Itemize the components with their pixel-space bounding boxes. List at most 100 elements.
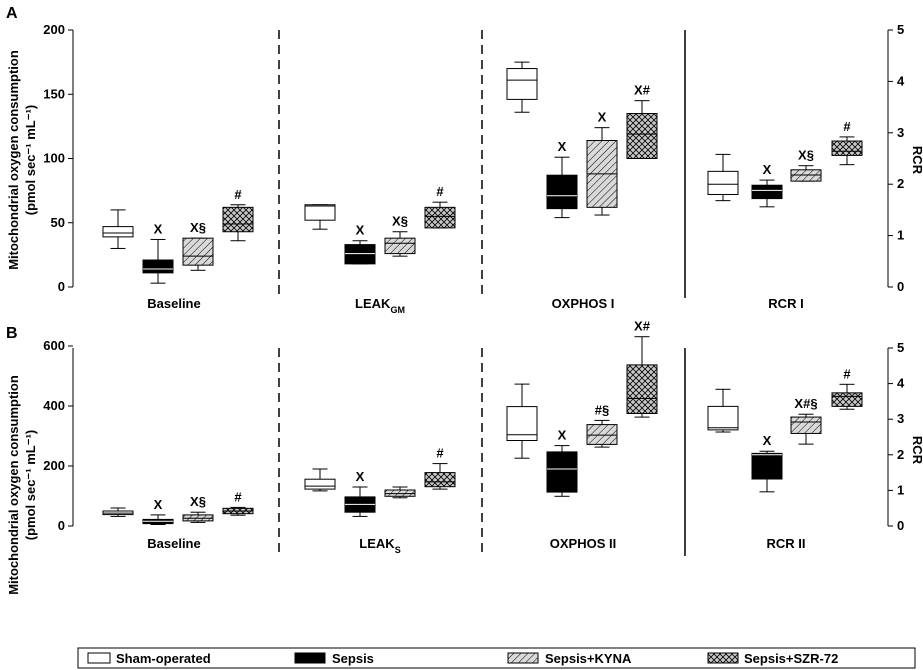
right-tick-label: 4 (897, 73, 905, 88)
box-kyna (790, 416, 822, 434)
significance-mark: X§ (392, 214, 408, 229)
group-label-subscript: GM (390, 305, 405, 315)
right-tick-label: 4 (897, 376, 905, 391)
panel-a-label: A (6, 5, 18, 22)
panel-b-ylabel-1: Mitochondrial oxygen consumption (6, 375, 21, 595)
left-tick-label: 150 (43, 86, 65, 101)
left-tick-label: 200 (43, 22, 65, 37)
panel-b-y2label: RCR (910, 436, 923, 465)
left-tick-label: 400 (43, 398, 65, 413)
panel-a-ylabel-2: (pmol sec⁻¹ mL⁻¹) (23, 105, 38, 216)
box-szr (424, 206, 456, 229)
significance-mark: X (154, 497, 163, 512)
legend-swatch-szr (707, 652, 739, 664)
left-tick-label: 200 (43, 458, 65, 473)
box-szr (424, 472, 456, 488)
legend-swatch-kyna (507, 652, 539, 664)
left-tick-label: 100 (43, 151, 65, 166)
legend-label-szr: Sepsis+SZR-72 (744, 651, 838, 666)
significance-mark: X (356, 469, 365, 484)
box-sepsis (751, 184, 783, 200)
box-szr (831, 140, 863, 156)
right-tick-label: 5 (897, 22, 904, 37)
group-label: RCR II (767, 536, 806, 551)
group-label-subscript: S (395, 545, 401, 555)
left-tick-label: 0 (58, 279, 65, 294)
significance-mark: X# (634, 319, 651, 334)
significance-mark: # (234, 489, 242, 504)
significance-mark: X§ (190, 220, 206, 235)
legend: Sham-operated Sepsis Sepsis+KYNA Sepsis+… (77, 647, 916, 669)
legend-label-kyna: Sepsis+KYNA (545, 651, 632, 666)
box-kyna (586, 424, 618, 445)
panel-b-label: B (6, 325, 18, 342)
legend-swatch-sham (87, 652, 111, 664)
right-tick-label: 0 (897, 518, 904, 533)
right-tick-label: 3 (897, 125, 904, 140)
significance-mark: X (763, 433, 772, 448)
group-label: LEAKGM (355, 296, 405, 315)
box-sepsis (344, 244, 376, 265)
legend-label-sham: Sham-operated (116, 651, 211, 666)
box-sepsis (546, 451, 578, 493)
box-sham (304, 478, 336, 490)
right-tick-label: 5 (897, 340, 904, 355)
significance-mark: X (154, 221, 163, 236)
significance-mark: # (234, 187, 242, 202)
legend-swatch-sepsis (294, 652, 326, 664)
legend-frame (77, 647, 916, 669)
significance-mark: # (436, 184, 444, 199)
left-tick-label: 0 (58, 518, 65, 533)
box-szr (222, 206, 254, 233)
box-sepsis (751, 452, 783, 480)
box-szr (626, 364, 658, 414)
group-label: OXPHOS II (550, 536, 616, 551)
right-tick-label: 2 (897, 447, 904, 462)
significance-mark: X (558, 428, 567, 443)
significance-mark: X (763, 162, 772, 177)
box-sham (506, 406, 538, 442)
significance-mark: X (558, 139, 567, 154)
significance-mark: X (598, 110, 607, 125)
significance-mark: # (843, 119, 851, 134)
panel-a-chart: 0 50 100 150 200 0 1 2 3 4 5 Baseline X X§ # LEAKGM X X§ #… (43, 22, 905, 315)
significance-mark: X#§ (794, 396, 817, 411)
box-kyna (384, 237, 416, 255)
left-tick-label: 50 (51, 215, 65, 230)
significance-mark: X§ (190, 494, 206, 509)
significance-mark: # (843, 366, 851, 381)
box-szr (831, 392, 863, 407)
box-sepsis (142, 259, 174, 274)
right-tick-label: 3 (897, 411, 904, 426)
group-label: RCR I (768, 296, 803, 311)
panel-a-y2label: RCR (910, 146, 923, 175)
significance-mark: #§ (595, 402, 609, 417)
group-label: LEAKS (359, 536, 400, 555)
group-label: Baseline (147, 296, 200, 311)
significance-mark: # (436, 446, 444, 461)
legend-label-sepsis: Sepsis (332, 651, 374, 666)
box-sham (304, 204, 336, 221)
right-tick-label: 2 (897, 176, 904, 191)
significance-mark: X (356, 223, 365, 238)
box-szr (626, 113, 658, 159)
significance-mark: X§ (798, 148, 814, 163)
box-kyna (182, 237, 214, 266)
box-sham (707, 405, 739, 431)
right-tick-label: 1 (897, 482, 904, 497)
panel-a-ylabel-1: Mitochondrial oxygen consumption (6, 50, 21, 270)
group-label: Baseline (147, 536, 200, 551)
right-tick-label: 1 (897, 228, 904, 243)
box-sham (102, 226, 134, 238)
box-kyna (790, 169, 822, 182)
left-tick-label: 600 (43, 338, 65, 353)
box-sham (506, 68, 538, 100)
group-label: OXPHOS I (552, 296, 615, 311)
significance-mark: X# (634, 83, 651, 98)
panel-b-ylabel-2: (pmol sec⁻¹ mL⁻¹) (23, 430, 38, 541)
box-sham (707, 170, 739, 195)
box-sepsis (546, 174, 578, 210)
right-tick-label: 0 (897, 279, 904, 294)
